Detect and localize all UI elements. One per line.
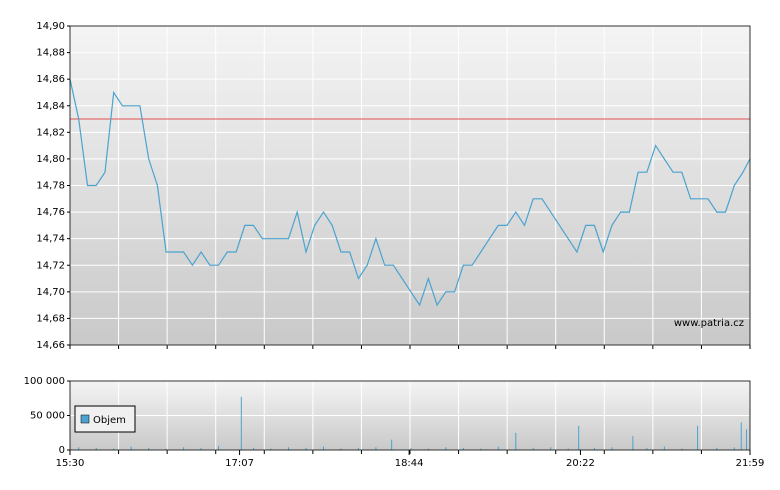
x-tick-label: 17:07 <box>225 458 254 469</box>
volume-bar <box>611 447 613 450</box>
volume-bar <box>740 422 742 450</box>
volume-bar <box>532 447 534 450</box>
plot-border <box>69 380 751 451</box>
volume-bar <box>427 448 429 450</box>
plot-border <box>69 25 751 346</box>
volume-bar <box>218 445 220 450</box>
volume-bar <box>646 447 648 450</box>
y-tick-label: 14,74 <box>36 234 65 245</box>
volume-bar <box>567 448 569 450</box>
y-tick-label: 100 000 <box>24 376 65 387</box>
volume-bar <box>240 396 242 450</box>
x-tick-label: 20:22 <box>566 458 595 469</box>
y-tick-label: 14,70 <box>36 287 65 298</box>
y-tick-label: 14,78 <box>36 181 65 192</box>
volume-bar <box>410 447 412 450</box>
volume-bar <box>165 448 167 450</box>
y-tick-label: 14,68 <box>36 313 65 324</box>
volume-bar <box>515 432 517 450</box>
volume-bar <box>593 447 595 450</box>
y-tick-label: 14,84 <box>36 101 65 112</box>
volume-bar <box>200 447 202 450</box>
y-tick-label: 14,88 <box>36 48 65 59</box>
volume-bar <box>733 447 735 450</box>
volume-bar <box>746 429 748 450</box>
y-tick-label: 14,66 <box>36 340 65 351</box>
volume-bar <box>497 446 499 450</box>
volume-bar <box>113 448 115 450</box>
volume-bar <box>322 446 324 450</box>
volume-bar <box>391 439 393 450</box>
volume-bar <box>95 447 97 450</box>
volume-bar <box>78 447 80 450</box>
volume-bar <box>716 447 718 450</box>
volume-bar <box>270 448 272 450</box>
price-line <box>69 79 751 307</box>
volume-bar <box>445 447 447 450</box>
x-tick-label: 18:44 <box>395 458 424 469</box>
volume-bar <box>148 447 150 450</box>
volume-bar <box>183 447 185 450</box>
volume-bar <box>578 425 580 450</box>
volume-bar <box>632 436 634 450</box>
volume-bar <box>681 448 683 450</box>
watermark: www.patria.cz <box>674 318 744 329</box>
y-tick-label: 14,86 <box>36 74 65 85</box>
volume-bar <box>462 447 464 450</box>
legend-swatch <box>80 414 90 424</box>
y-tick-label: 14,82 <box>36 127 65 138</box>
volume-bar <box>305 447 307 450</box>
volume-bar <box>253 447 255 450</box>
volume-bar <box>340 448 342 450</box>
volume-bar <box>697 425 699 450</box>
x-tick-label: 21:59 <box>736 458 765 469</box>
y-tick-label: 14,72 <box>36 260 65 271</box>
x-tick-label: 15:30 <box>56 458 85 469</box>
y-tick-label: 14,90 <box>36 21 65 32</box>
y-tick-label: 14,76 <box>36 207 65 218</box>
y-tick-label: 0 <box>59 445 65 456</box>
volume-bar <box>357 447 359 450</box>
legend-label: Objem <box>93 415 126 426</box>
volume-bar <box>375 447 377 450</box>
volume-bar <box>550 447 552 450</box>
volume-bar <box>480 448 482 450</box>
volume-bar <box>288 447 290 450</box>
volume-bar <box>663 446 665 450</box>
y-tick-label: 14,80 <box>36 154 65 165</box>
volume-bar <box>130 446 132 450</box>
y-tick-label: 50 000 <box>30 411 65 422</box>
